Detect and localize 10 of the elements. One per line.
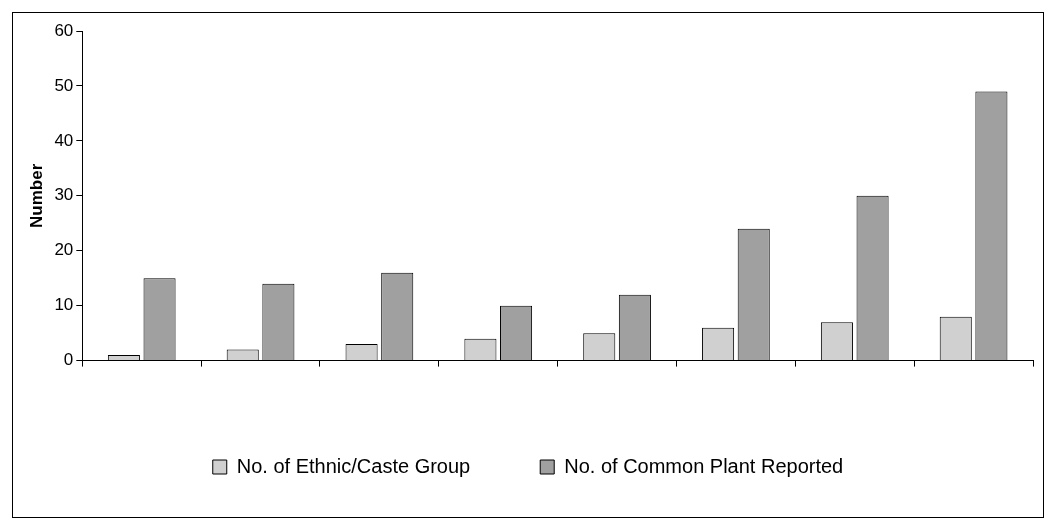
legend-label: No. of Common Plant Reported	[564, 454, 844, 477]
y-axis-title: Number	[26, 163, 46, 228]
y-tick-label: 60	[54, 20, 74, 40]
legend-label: No. of Ethnic/Caste Group	[236, 454, 471, 477]
y-tick-label: 10	[54, 295, 74, 315]
y-tick-label: 30	[54, 185, 74, 205]
y-tick-label: 0	[63, 350, 74, 370]
y-tick-label: 20	[54, 240, 74, 260]
y-tick-label: 50	[54, 75, 74, 95]
y-tick-label: 40	[54, 130, 74, 150]
